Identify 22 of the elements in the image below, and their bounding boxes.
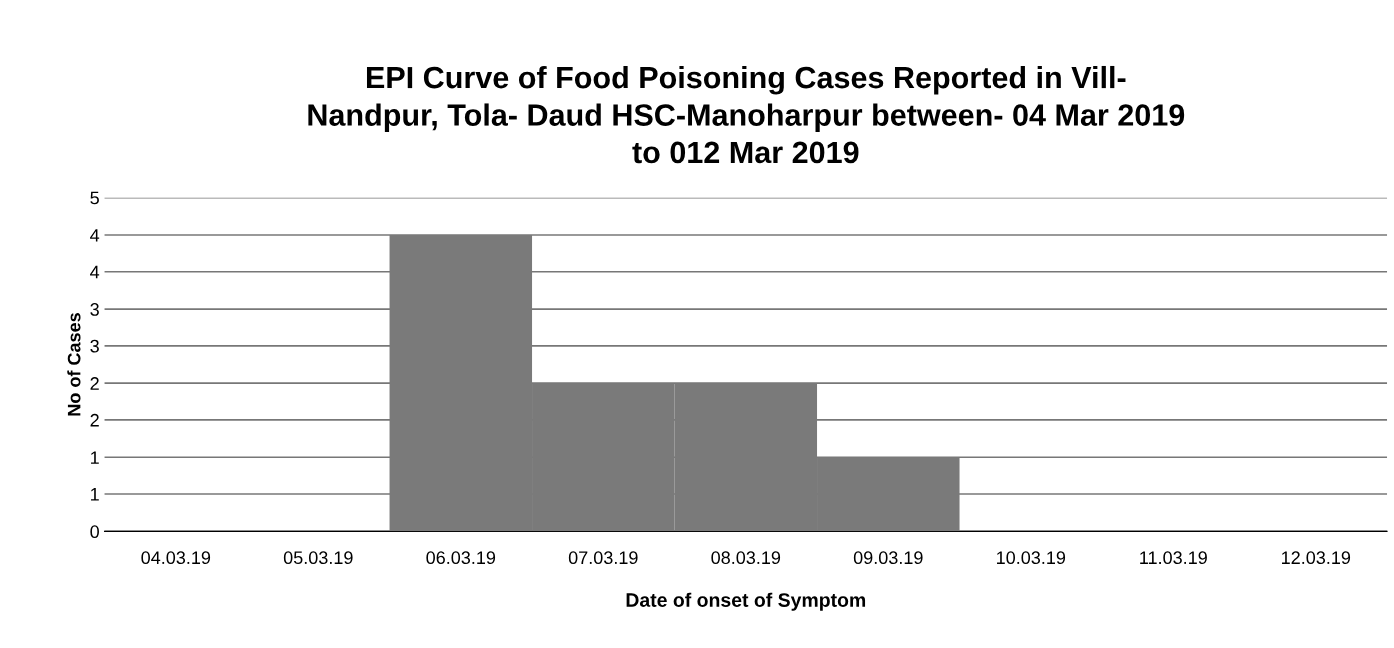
y-tick-label: 2 bbox=[90, 413, 99, 427]
x-tick-label: 08.03.19 bbox=[711, 551, 781, 565]
y-tick-label: 5 bbox=[90, 191, 99, 205]
x-tick-label: 06.03.19 bbox=[426, 551, 496, 565]
x-tick-label: 09.03.19 bbox=[853, 551, 923, 565]
y-tick-label: 4 bbox=[90, 229, 100, 242]
x-tick-label: 12.03.19 bbox=[1282, 551, 1351, 565]
x-tick-label: 05.03.19 bbox=[283, 551, 353, 565]
y-tick-label: 2 bbox=[90, 377, 99, 390]
y-tick-label: 4 bbox=[90, 265, 100, 279]
chart-title: EPI Curve of Food Poisoning Cases Reported in Vill- Nandpur, Tola- Daud HSC-Manoharpur between- 04 Mar 2019 to 012 Mar 2019 bbox=[308, 65, 1185, 164]
y-tick-label: 1 bbox=[91, 451, 99, 464]
y-tick-label: 3 bbox=[90, 339, 99, 353]
y-tick-label: 0 bbox=[90, 525, 99, 539]
y-tick-label: 1 bbox=[91, 488, 99, 501]
x-tick-label: 04.03.19 bbox=[141, 551, 211, 565]
y-axis-title: No of Cases bbox=[67, 313, 81, 416]
x-axis-title: Date of onset of Symptom bbox=[626, 592, 866, 611]
x-tick-label: 10.03.19 bbox=[997, 551, 1066, 565]
y-tick-label: 3 bbox=[90, 303, 99, 316]
x-tick-label: 11.03.19 bbox=[1140, 551, 1207, 565]
x-tick-label: 07.03.19 bbox=[568, 551, 638, 565]
